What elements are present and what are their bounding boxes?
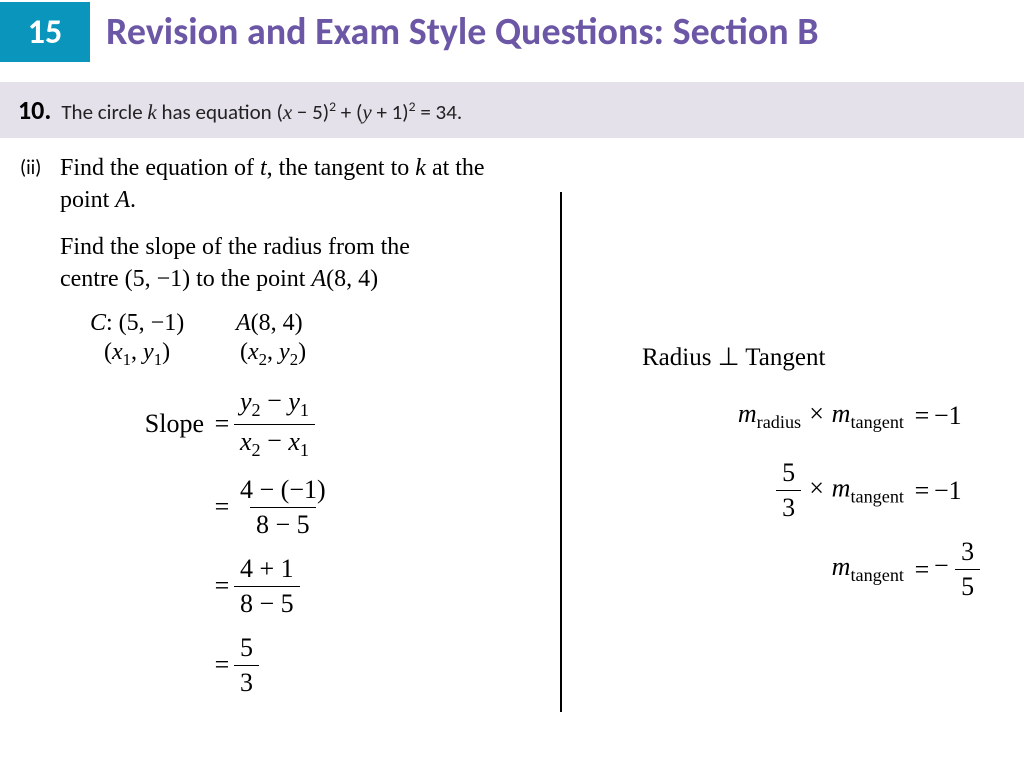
hint-text: Find the slope of the radius from the ce… [60, 231, 530, 296]
part-prompt: Find the equation of t, the tangent to k… [60, 152, 530, 217]
columns: Find the equation of t, the tangent to k… [60, 152, 1004, 712]
tangent-derivation: mradius × mtangent = −1 5 3 × mtangent =… [642, 388, 1004, 602]
slope-step-2: = 4 − (−1) 8 − 5 [60, 475, 530, 540]
tangent-step-2: 5 3 × mtangent = −1 [642, 458, 1004, 523]
slide-header: 15 Revision and Exam Style Questions: Se… [0, 0, 1024, 64]
tangent-result: mtangent = − 3 5 [642, 537, 1004, 602]
points-row-2: (x1, y1) (x2, y2) [104, 339, 530, 370]
tangent-step-1: mradius × mtangent = −1 [642, 388, 1004, 444]
question-bar: 10. The circle k has equation (x − 5)2 +… [0, 82, 1024, 138]
question-text: The circle k has equation (x − 5)2 + (y … [61, 98, 462, 125]
left-column: Find the equation of t, the tangent to k… [60, 152, 560, 712]
slope-result: = 5 3 [60, 633, 530, 698]
content-area: (ii) Find the equation of t, the tangent… [0, 138, 1024, 712]
slope-step-3: = 4 + 1 8 − 5 [60, 554, 530, 619]
perpendicular-relation: Radius ⊥ Tangent [642, 342, 1004, 372]
slope-formula: Slope = y2 − y1 x2 − x1 [60, 387, 530, 460]
slide-title: Revision and Exam Style Questions: Secti… [106, 9, 819, 55]
part-label: (ii) [20, 152, 60, 712]
right-column: Radius ⊥ Tangent mradius × mtangent = −1… [562, 152, 1004, 712]
chapter-number: 15 [28, 12, 62, 53]
slope-derivation: Slope = y2 − y1 x2 − x1 = 4 − (−1) 8 − 5 [60, 387, 530, 697]
question-number: 10. [18, 94, 51, 126]
chapter-number-tab: 15 [0, 2, 90, 62]
points-row-1: C: (5, −1) A(8, 4) [90, 310, 530, 337]
